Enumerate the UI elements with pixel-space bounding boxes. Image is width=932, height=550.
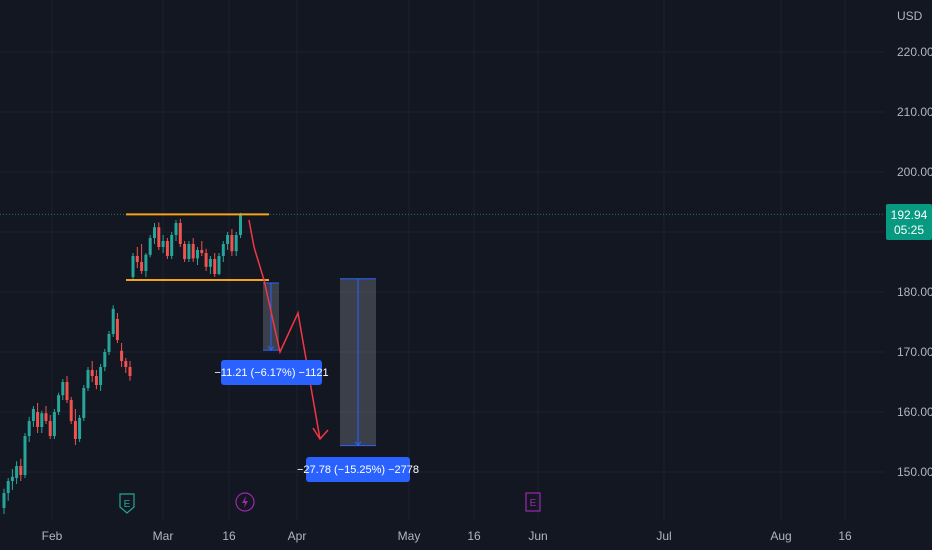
candle	[230, 229, 234, 256]
candle	[234, 232, 238, 256]
candle	[144, 253, 148, 277]
y-tick-label: 150.00	[897, 465, 932, 479]
candle	[36, 403, 40, 433]
candle	[82, 385, 86, 421]
candle	[183, 241, 187, 262]
y-tick-label: 180.00	[897, 285, 932, 299]
current-price-tag: 192.94 05:25	[886, 204, 932, 240]
x-tick-label: Mar	[153, 529, 174, 543]
projection-arrow-path[interactable]	[248, 219, 321, 440]
candle	[44, 406, 48, 424]
grid	[0, 0, 884, 520]
candle	[213, 253, 217, 277]
candle	[40, 410, 44, 433]
current-price-value: 192.94	[891, 208, 928, 222]
candle	[6, 478, 10, 501]
candle	[140, 244, 144, 274]
candle	[153, 223, 156, 244]
y-tick-label: 210.00	[897, 105, 932, 119]
x-tick-label: Jul	[656, 529, 671, 543]
candle	[52, 409, 56, 439]
measure-tools[interactable]	[263, 278, 376, 447]
y-tick-label: 170.00	[897, 345, 932, 359]
arrow-head-icon	[312, 427, 329, 441]
candle	[61, 379, 65, 400]
time-axis[interactable]: Feb Mar 16 Apr May 16 Jun Jul Aug 16	[42, 529, 852, 543]
x-tick-label: Jun	[528, 529, 547, 543]
candle	[174, 220, 178, 241]
candle	[19, 458, 23, 481]
y-tick-label: 200.00	[897, 165, 932, 179]
candle	[10, 469, 14, 490]
candle	[78, 415, 82, 442]
x-tick-label: Feb	[42, 529, 63, 543]
candle	[73, 409, 77, 445]
candle	[115, 313, 119, 343]
candlestick-series	[2, 212, 242, 514]
candle	[131, 253, 135, 280]
candle	[124, 358, 128, 373]
candle	[196, 247, 199, 265]
candle	[48, 415, 52, 439]
candle	[200, 241, 204, 256]
measure-label-1[interactable]: −11.21 (−6.17%) −1121	[214, 360, 329, 385]
candle	[103, 349, 107, 372]
x-tick-label: 16	[467, 529, 481, 543]
x-tick-label: 16	[838, 529, 852, 543]
candle	[111, 305, 115, 337]
candle	[204, 248, 208, 271]
measure-label-1-text: −11.21 (−6.17%) −1121	[214, 367, 328, 379]
candle	[15, 461, 19, 484]
candle	[23, 433, 27, 478]
candle	[90, 361, 94, 382]
candle	[120, 343, 124, 367]
candle	[178, 218, 182, 247]
countdown-timer: 05:25	[894, 223, 924, 237]
candle	[157, 222, 161, 250]
candle	[161, 235, 165, 253]
candle	[191, 238, 195, 262]
price-axis[interactable]: 150.00 160.00 170.00 180.00 200.00 210.00 220.…	[897, 45, 932, 479]
measure-label-2[interactable]: −27.78 (−15.25%) −2778	[297, 457, 419, 482]
y-tick-label: 160.00	[897, 405, 932, 419]
candle	[217, 253, 221, 276]
candle	[165, 238, 169, 259]
x-tick-label: Aug	[770, 529, 791, 543]
x-tick-label: May	[398, 529, 421, 543]
measure-label-1-bg	[221, 360, 322, 385]
candle	[86, 367, 90, 391]
y-tick-label: 220.00	[897, 45, 932, 59]
candle	[27, 416, 31, 442]
candle	[31, 406, 35, 427]
earnings-icon-upcoming[interactable]: E	[525, 492, 541, 512]
candle	[135, 247, 139, 268]
svg-text:E: E	[124, 499, 131, 510]
measure-label-2-bg	[306, 457, 410, 482]
candle	[208, 256, 212, 274]
candle	[57, 392, 61, 415]
candle	[94, 370, 98, 390]
x-tick-label: Apr	[288, 529, 307, 543]
candle	[2, 488, 6, 514]
measure-label-2-text: −27.78 (−15.25%) −2778	[297, 464, 419, 476]
earnings-icon[interactable]: E	[119, 493, 135, 514]
candle	[239, 212, 242, 238]
candle	[128, 361, 132, 381]
candle	[69, 397, 73, 424]
candle	[65, 376, 69, 403]
dividend-lightning-icon[interactable]	[235, 492, 255, 512]
candle	[107, 331, 111, 355]
candle	[226, 232, 230, 250]
candle	[148, 235, 152, 258]
x-tick-label: 16	[222, 529, 236, 543]
candle	[99, 364, 103, 391]
candle	[221, 241, 225, 262]
currency-label: USD	[897, 9, 923, 23]
candle	[187, 241, 191, 262]
svg-text:E: E	[530, 498, 537, 509]
candle	[170, 232, 174, 259]
